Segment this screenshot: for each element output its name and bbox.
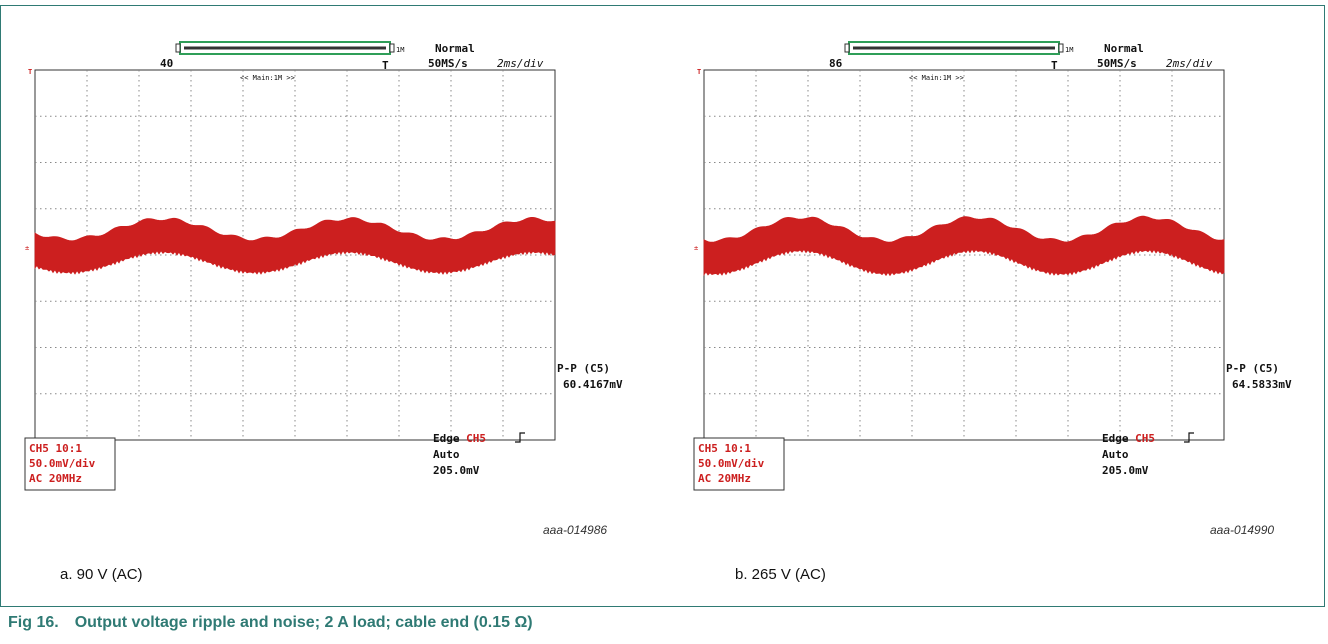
- trigger-channel-b: CH5: [1135, 432, 1155, 445]
- trigger-position-marker-a: T: [382, 59, 389, 72]
- scope-chart-b: 1M 86 Normal 50MS/s 2ms/div << Main:1M >> T T ± P…: [693, 41, 1292, 491]
- memory-depth-b: 1M: [1065, 46, 1073, 54]
- scope-panel-b: 1M 86 Normal 50MS/s 2ms/div << Main:1M >> T T ± P…: [689, 40, 1309, 550]
- sublabel-a: a. 90 V (AC): [60, 566, 143, 583]
- ref-code-a: aaa-014986: [543, 523, 608, 537]
- acq-counter-b: 86: [829, 57, 843, 70]
- trigger-mode-a: Auto: [433, 448, 460, 461]
- channel-line3-b: AC 20MHz: [698, 472, 751, 485]
- sublabel-b: b. 265 V (AC): [735, 566, 826, 583]
- channel-line1-a: CH5 10:1: [29, 442, 82, 455]
- acq-mode-a: Normal: [435, 42, 475, 55]
- timebase-b: 2ms/div: [1166, 57, 1213, 70]
- ground-marker-a: ±: [25, 244, 29, 252]
- sample-rate-b: 50MS/s: [1097, 57, 1137, 70]
- channel-info-box-a: [24, 437, 116, 491]
- trigger-mode-b: Auto: [1102, 448, 1129, 461]
- figure-label: Fig 16.: [8, 614, 59, 631]
- scope-chart-a: 1M 40 Normal 50MS/s 2ms/div << Main:1M >> T T ± P…: [24, 41, 623, 491]
- ripple-trace-a: [34, 217, 556, 275]
- zoom-label-b: << Main:1M >>: [909, 74, 964, 82]
- pp-measure-label-a: P-P (C5): [557, 362, 610, 375]
- trigger-level-marker-a: T: [28, 68, 32, 76]
- rising-edge-icon-a: [515, 432, 525, 443]
- figure-caption: Fig 16. Output voltage ripple and noise; …: [8, 614, 549, 632]
- trigger-type-b: Edge CH5: [1102, 432, 1155, 445]
- scope-panel-a: 1M 40 Normal 50MS/s 2ms/div << Main:1M >> T T ± P…: [20, 40, 640, 550]
- zoom-label-a: << Main:1M >>: [240, 74, 295, 82]
- timebase-a: 2ms/div: [497, 57, 544, 70]
- channel-line3-a: AC 20MHz: [29, 472, 82, 485]
- figure-frame: [0, 5, 1325, 607]
- ripple-trace-b: [703, 215, 1225, 277]
- pp-measure-value-a: 60.4167mV: [563, 378, 623, 391]
- channel-line2-b: 50.0mV/div: [698, 457, 765, 470]
- sample-rate-a: 50MS/s: [428, 57, 468, 70]
- trigger-level-b: 205.0mV: [1102, 464, 1149, 477]
- acq-counter-a: 40: [160, 57, 173, 70]
- trigger-level-marker-b: T: [697, 68, 701, 76]
- trigger-type-a: Edge CH5: [433, 432, 486, 445]
- memory-bar-right-cap-a: [389, 43, 395, 53]
- pp-measure-value-b: 64.5833mV: [1232, 378, 1292, 391]
- pp-measure-label-b: P-P (C5): [1226, 362, 1279, 375]
- memory-bar-right-cap-b: [1058, 43, 1064, 53]
- memory-bar-left-cap-b: [844, 43, 850, 53]
- ref-code-b: aaa-014990: [1210, 523, 1275, 537]
- channel-line1-b: CH5 10:1: [698, 442, 751, 455]
- ground-marker-b: ±: [694, 244, 698, 252]
- trigger-level-a: 205.0mV: [433, 464, 480, 477]
- trigger-channel-a: CH5: [466, 432, 486, 445]
- memory-depth-a: 1M: [396, 46, 404, 54]
- memory-bar-left-cap-a: [175, 43, 181, 53]
- channel-info-box-b: [693, 437, 785, 491]
- figure-caption-text: Output voltage ripple and noise; 2 A loa…: [74, 614, 533, 631]
- acq-mode-b: Normal: [1104, 42, 1144, 55]
- trigger-position-marker-b: T: [1051, 59, 1058, 72]
- rising-edge-icon-b: [1184, 432, 1194, 443]
- channel-line2-a: 50.0mV/div: [29, 457, 96, 470]
